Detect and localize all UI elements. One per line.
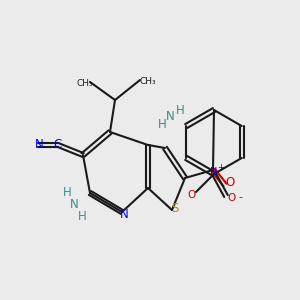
Text: N: N (34, 137, 43, 151)
Text: H: H (158, 118, 166, 131)
Text: H: H (176, 103, 184, 116)
Text: +: + (218, 164, 224, 172)
Text: N: N (70, 199, 78, 212)
Text: O: O (225, 176, 235, 188)
Text: C: C (53, 137, 61, 151)
Text: H: H (78, 211, 86, 224)
Text: N: N (166, 110, 174, 124)
Text: H: H (63, 187, 71, 200)
Text: N: N (210, 167, 218, 177)
Text: CH₃: CH₃ (140, 77, 156, 86)
Text: O: O (187, 190, 195, 200)
Text: CH₃: CH₃ (77, 80, 93, 88)
Text: N: N (120, 208, 128, 221)
Text: O: O (228, 193, 236, 203)
Text: -: - (238, 192, 242, 202)
Text: S: S (171, 202, 179, 215)
